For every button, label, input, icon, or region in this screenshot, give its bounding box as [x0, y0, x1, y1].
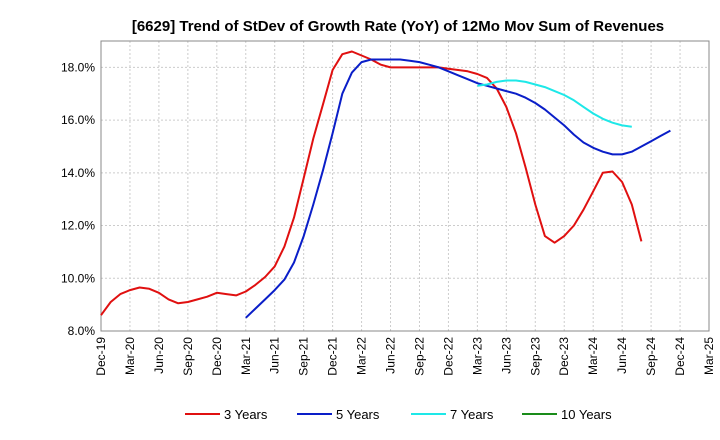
y-axis: 8.0% 10.0% 12.0% 14.0% 16.0% 18.0%	[61, 60, 95, 338]
y-tick-label: 18.0%	[61, 60, 95, 74]
x-tick-label: Dec-23	[557, 337, 571, 376]
y-tick-label: 8.0%	[68, 324, 96, 338]
x-tick-label: Sep-22	[412, 337, 426, 376]
x-tick-label: Sep-21	[297, 337, 311, 376]
series-line-3-years	[100, 50, 643, 316]
x-tick-label: Dec-21	[326, 337, 340, 376]
x-tick-label: Mar-21	[239, 337, 253, 375]
x-tick-label: Jun-21	[268, 337, 282, 374]
x-tick-label: Dec-22	[441, 337, 455, 376]
y-tick-label: 10.0%	[61, 271, 95, 285]
x-tick-label: Dec-19	[94, 337, 108, 376]
series-group	[100, 50, 671, 319]
x-tick-label: Mar-25	[702, 337, 716, 375]
x-tick-label: Jun-22	[384, 337, 398, 374]
y-tick-label: 12.0%	[61, 219, 95, 233]
x-tick-label: Sep-20	[181, 337, 195, 376]
y-tick-label: 14.0%	[61, 166, 95, 180]
legend-label: 7 Years	[450, 407, 494, 422]
x-axis: Dec-19 Mar-20 Jun-20 Sep-20 Dec-20 Mar-21 Jun-…	[94, 337, 716, 376]
series-line-7-years	[477, 79, 632, 128]
x-tick-label: Mar-23	[470, 337, 484, 375]
legend: 3 Years 5 Years 7 Years 10 Years	[185, 407, 612, 422]
legend-label: 5 Years	[336, 407, 380, 422]
x-tick-label: Jun-23	[499, 337, 513, 374]
x-tick-label: Dec-24	[673, 337, 687, 376]
x-tick-label: Mar-24	[586, 337, 600, 375]
x-tick-label: Dec-20	[210, 337, 224, 376]
series-line-5-years	[245, 58, 671, 319]
x-tick-label: Sep-23	[528, 337, 542, 376]
x-tick-label: Mar-20	[123, 337, 137, 375]
grid	[101, 41, 709, 332]
y-tick-label: 16.0%	[61, 113, 95, 127]
x-tick-label: Sep-24	[644, 337, 658, 376]
x-tick-label: Mar-22	[355, 337, 369, 375]
x-tick-label: Jun-20	[152, 337, 166, 374]
x-tick-label: Jun-24	[615, 337, 629, 374]
chart-title: [6629] Trend of StDev of Growth Rate (Yo…	[132, 18, 664, 35]
legend-label: 3 Years	[224, 407, 268, 422]
legend-label: 10 Years	[561, 407, 612, 422]
plot-frame	[100, 40, 710, 332]
